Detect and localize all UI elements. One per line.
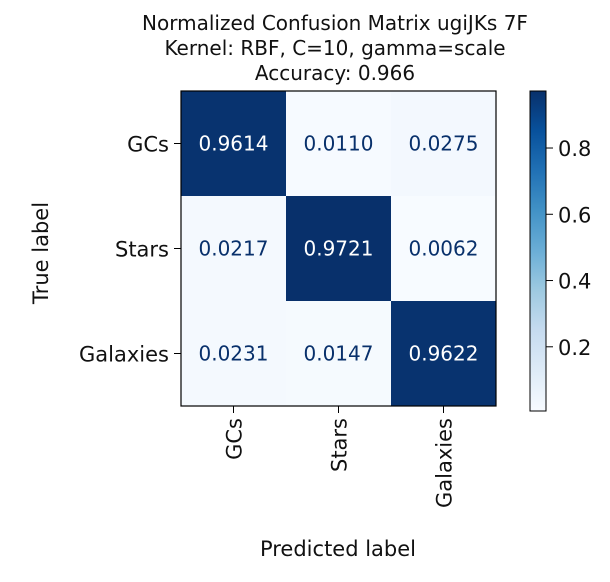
matrix-grid: 0.9614 0.0110 0.0275 0.0217 0.9721 0.0062 0.02… [180,90,497,407]
chart-title: Normalized Confusion Matrix ugiJKs 7F Ke… [142,11,528,85]
cell-value-label: 0.9622 [409,342,479,366]
y-tick-label: GCs [127,133,169,157]
matrix-cell [286,196,391,301]
y-tick-label: Stars [115,238,169,262]
matrix-cell [391,91,496,196]
x-axis-ticks: GCs Stars Galaxies [223,406,457,508]
matrix-cell [391,196,496,301]
x-tick-label: GCs [223,418,247,460]
y-tick-label: Galaxies [79,343,169,367]
matrix-cell [286,301,391,406]
matrix-cell [181,301,286,406]
colorbar-gradient [529,90,547,412]
cell-value-label: 0.0217 [199,237,269,261]
y-axis-label: True label [29,202,53,305]
colorbar-tick-label: 0.6 [558,203,591,227]
cell-value-label: 0.0231 [199,342,269,366]
chart-title-line-1: Normalized Confusion Matrix ugiJKs 7F [142,11,528,35]
matrix-cell [181,196,286,301]
colorbar-tick-label: 0.2 [558,336,591,360]
colorbar-ticks: 0.2 0.4 0.6 0.8 [546,137,591,360]
colorbar-tick-label: 0.4 [558,270,591,294]
matrix-cell [391,301,496,406]
cell-value-label: 0.9614 [199,132,269,156]
matrix-cell [286,91,391,196]
chart-title-line-2: Kernel: RBF, C=10, gamma=scale [164,36,505,60]
matrix-cell [181,91,286,196]
cell-value-label: 0.0275 [409,132,479,156]
colorbar-tick-label: 0.8 [558,137,591,161]
x-tick-label: Galaxies [433,418,457,508]
cell-value-label: 0.0110 [304,132,374,156]
x-tick-label: Stars [328,418,352,472]
chart-title-line-3: Accuracy: 0.966 [255,61,415,85]
cell-value-label: 0.0062 [409,237,479,261]
cell-value-label: 0.0147 [304,342,374,366]
colorbar: 0.2 0.4 0.6 0.8 [529,90,591,412]
cell-value-label: 0.9721 [304,237,374,261]
y-axis-ticks: GCs Stars Galaxies [79,133,181,367]
x-axis-label: Predicted label [260,537,416,561]
